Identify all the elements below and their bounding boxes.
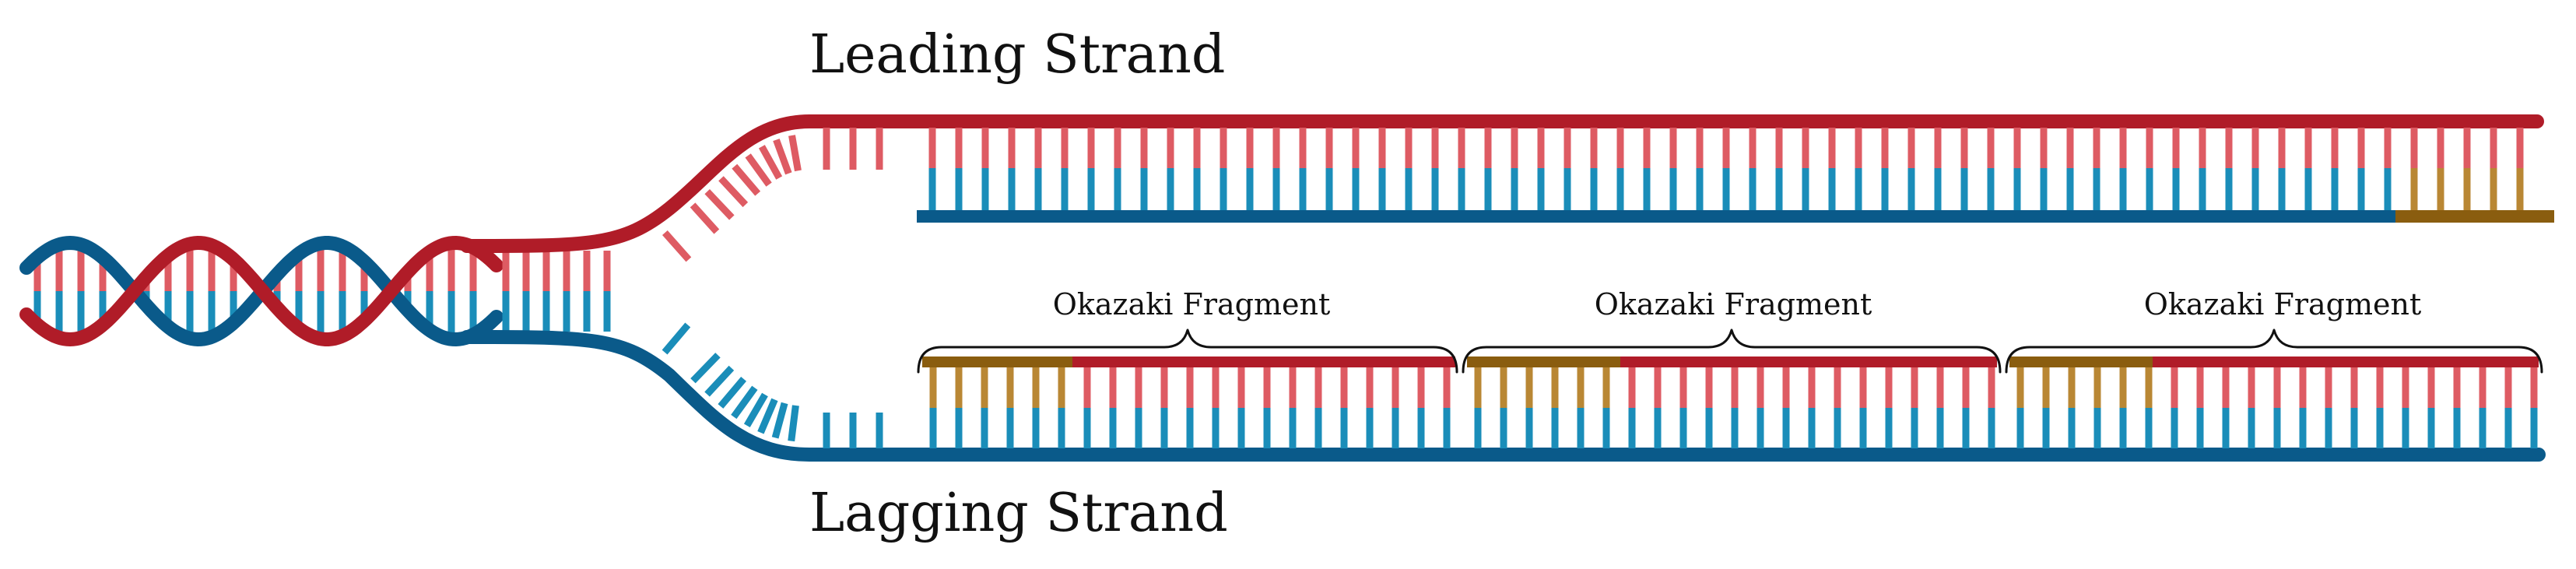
fork-tick — [662, 230, 692, 262]
fork-tick — [704, 365, 735, 397]
lagging-strand-bases — [823, 367, 2538, 448]
fork-tick — [788, 405, 799, 442]
okazaki-fragment-label-2: Okazaki Fragment — [1595, 287, 1872, 321]
fork-tick — [758, 145, 783, 180]
fork-tick — [743, 392, 768, 428]
fork-tick — [690, 353, 721, 384]
parental-strand-bottom — [460, 330, 2546, 462]
okazaki-fragment-strand-2 — [1620, 357, 1997, 367]
lagging-new-fragments — [922, 357, 2539, 367]
leading-strand-label: Leading Strand — [809, 24, 1225, 86]
okazaki-fragment-strand-3 — [2153, 357, 2539, 367]
fork-tick — [704, 189, 735, 220]
fork-tick — [771, 402, 788, 439]
fork-tick — [732, 163, 761, 196]
okazaki-primer-1 — [922, 357, 1072, 367]
fork-tick — [731, 385, 758, 420]
okazaki-primer-3 — [2009, 357, 2153, 367]
okazaki-primer-2 — [1467, 357, 1620, 367]
okazaki-bracket-2 — [1462, 328, 2002, 374]
fork-tick — [773, 139, 792, 175]
helix-strand-red — [19, 235, 504, 347]
replication-fork-bases — [502, 135, 802, 442]
okazaki-fragment-label-1: Okazaki Fragment — [1053, 287, 1331, 321]
fork-tick — [718, 176, 749, 208]
parental-strand-top — [460, 114, 2544, 253]
fork-tick — [788, 135, 802, 172]
double-helix — [19, 235, 504, 347]
fork-tick — [690, 202, 720, 234]
fork-tick — [745, 153, 772, 187]
fork-tick — [718, 376, 747, 409]
fragment-brackets — [917, 328, 2543, 374]
fork-tick — [662, 322, 691, 355]
okazaki-fragment-label-3: Okazaki Fragment — [2144, 287, 2422, 321]
helix-base-pairs — [33, 243, 477, 339]
lagging-strand-label: Lagging Strand — [809, 483, 1228, 544]
leading-strand-bases — [823, 128, 2524, 212]
fork-tick — [757, 398, 778, 434]
okazaki-bracket-1 — [917, 328, 1458, 374]
okazaki-fragment-strand-1 — [1072, 357, 1455, 367]
okazaki-bracket-3 — [2005, 328, 2543, 374]
leading-new-strand — [917, 210, 2395, 223]
leading-primer — [2395, 210, 2554, 223]
